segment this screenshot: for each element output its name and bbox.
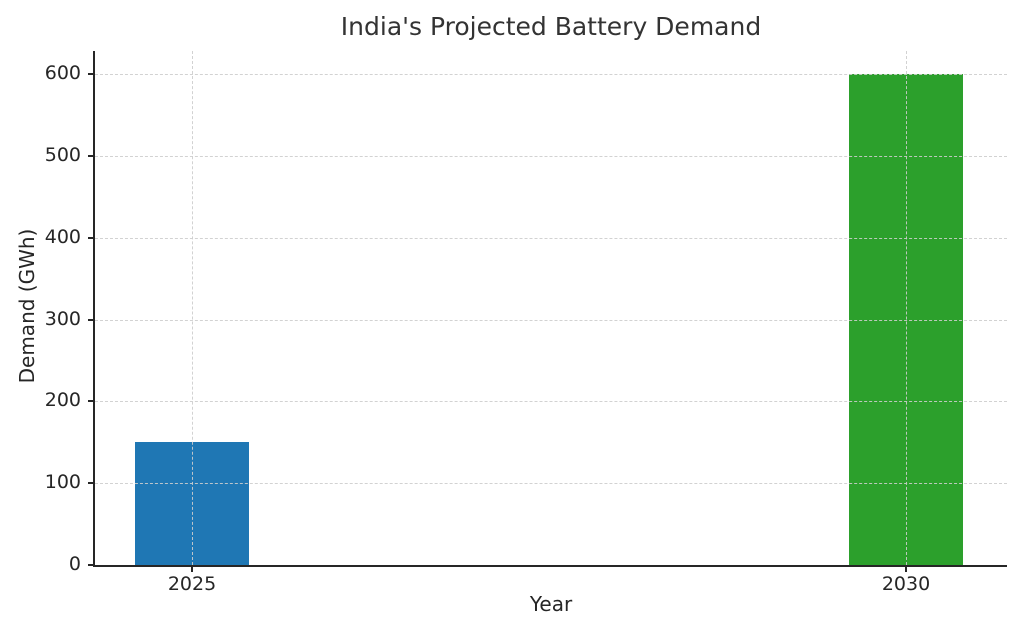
ytick-mark-200: [88, 400, 93, 403]
gridline-y-100: [95, 483, 1007, 485]
xtick-label-2030: 2030: [881, 573, 931, 595]
gridline-y-300: [95, 319, 1007, 321]
gridline-y-500: [95, 155, 1007, 157]
ytick-label-200: 200: [44, 389, 81, 412]
ytick-label-100: 100: [44, 471, 81, 494]
ytick-mark-300: [88, 318, 93, 321]
ytick-mark-600: [88, 73, 93, 75]
y-axis-spine: [93, 51, 95, 567]
gridline-x-2025: [192, 51, 193, 565]
ytick-label-600: 600: [44, 62, 81, 84]
xtick-mark-2025: [191, 567, 193, 572]
ytick-label-400: 400: [44, 225, 81, 248]
x-axis-spine: [93, 565, 1007, 567]
gridline-y-400: [95, 237, 1007, 239]
ytick-label-300: 300: [44, 307, 81, 330]
ytick-mark-500: [88, 154, 93, 157]
xtick-mark-2030: [905, 567, 907, 572]
x-axis-label: Year: [529, 592, 573, 616]
ytick-mark-400: [88, 236, 93, 239]
chart-title: India's Projected Battery Demand: [340, 12, 762, 41]
ytick-mark-100: [88, 482, 93, 485]
ytick-label-0: 0: [68, 553, 81, 575]
gridline-x-2030: [906, 51, 907, 565]
gridline-y-200: [95, 401, 1007, 403]
gridline-y-600: [95, 74, 1007, 75]
ytick-mark-0: [88, 564, 93, 566]
plot-area: 0 100 200 300 400 500 600 2025 2030: [45, 51, 1007, 595]
xtick-label-2025: 2025: [167, 573, 217, 595]
ytick-label-500: 500: [44, 143, 81, 166]
